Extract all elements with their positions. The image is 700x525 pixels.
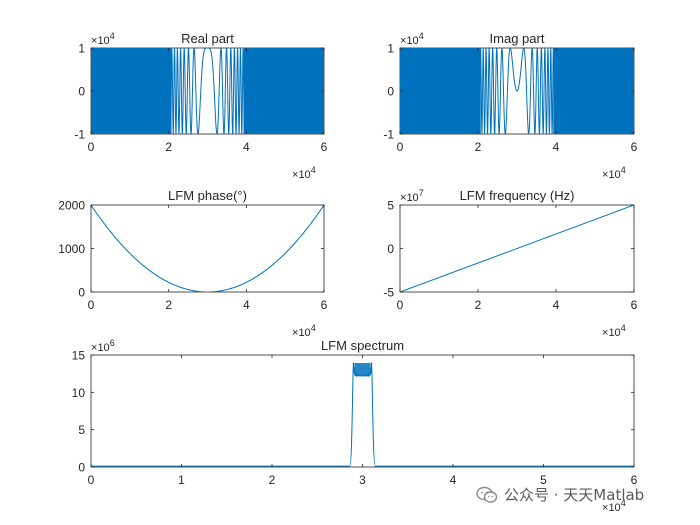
chart-title: LFM phase(°)	[168, 188, 247, 203]
band-left-imag	[400, 48, 481, 134]
ripple-band	[354, 362, 371, 376]
plot-lfm-spectrum: 0 1 2 3 4 5 6 0 5 10 15 LFM spectrum ×106 ×104	[72, 338, 638, 514]
y-tick-label: -5	[383, 286, 394, 300]
x-tick-label: 6	[631, 473, 638, 487]
band-right-real	[243, 48, 324, 134]
y-exponent-label: ×104	[91, 31, 115, 47]
watermark: 公众号 · 天天Matlab	[476, 484, 644, 505]
y-exponent-label: ×104	[400, 31, 424, 47]
x-tick-label: 0	[397, 298, 404, 312]
x-tick-label: 6	[631, 298, 638, 312]
series-imag	[400, 48, 634, 134]
y-tick-label: 10	[72, 386, 86, 400]
x-tick-label: 4	[553, 140, 560, 154]
wechat-icon	[476, 486, 498, 503]
x-tick-label: 6	[631, 140, 638, 154]
chart-title: Real part	[181, 31, 234, 46]
y-tick-label: -1	[383, 128, 394, 142]
x-tick-label: 2	[475, 140, 482, 154]
chart-title: LFM spectrum	[321, 338, 404, 353]
watermark-text: 公众号 · 天天Matlab	[504, 486, 645, 504]
x-tick-label: 0	[88, 140, 95, 154]
y-tick-label: 1000	[58, 242, 85, 256]
x-tick-label: 2	[269, 473, 276, 487]
x-exponent-label: ×104	[602, 323, 626, 339]
x-tick-label: 2	[165, 298, 172, 312]
y-tick-label: -1	[74, 128, 85, 142]
y-tick-label: 15	[72, 349, 86, 363]
y-tick-label: 5	[78, 423, 85, 437]
x-exponent-label: ×104	[292, 165, 316, 181]
series-freq	[400, 205, 634, 292]
series-real	[91, 48, 324, 134]
series-spectrum	[91, 362, 634, 467]
x-tick-label: 1	[178, 473, 185, 487]
x-tick-label: 4	[450, 473, 457, 487]
y-tick-label: 0	[387, 242, 394, 256]
x-tick-label: 6	[321, 140, 328, 154]
x-tick-label: 0	[88, 298, 95, 312]
y-tick-label: 0	[78, 85, 85, 99]
x-tick-label: 0	[88, 473, 95, 487]
y-tick-label: 0	[387, 85, 394, 99]
plot-lfm-phase: 0 2 4 6 0 1000 2000 LFM phase(°) ×104	[58, 188, 327, 339]
y-tick-label: 0	[78, 461, 85, 475]
y-tick-label: 0	[78, 286, 85, 300]
x-exponent-label: ×104	[602, 165, 626, 181]
x-tick-label: 5	[540, 473, 547, 487]
x-tick-label: 2	[475, 298, 482, 312]
series-phase	[91, 205, 324, 292]
x-tick-label: 3	[359, 473, 366, 487]
x-tick-label: 0	[397, 140, 404, 154]
x-tick-label: 4	[243, 140, 250, 154]
band-right-imag	[553, 48, 634, 134]
y-tick-label: 2000	[58, 199, 85, 213]
axes-box	[90, 204, 325, 293]
x-tick-label: 6	[321, 298, 328, 312]
y-exponent-label: ×107	[400, 188, 424, 204]
band-left-real	[91, 48, 172, 134]
x-tick-label: 4	[553, 298, 560, 312]
y-tick-label: 5	[387, 199, 394, 213]
chart-title: Imag part	[490, 31, 545, 46]
y-tick-label: 1	[78, 42, 85, 56]
line-freq	[400, 205, 634, 292]
x-exponent-label: ×104	[602, 498, 626, 514]
x-exponent-label: ×104	[292, 323, 316, 339]
x-tick-label: 2	[165, 140, 172, 154]
x-tick-label: 4	[243, 298, 250, 312]
y-exponent-label: ×106	[91, 338, 115, 354]
chart-title: LFM frequency (Hz)	[460, 188, 575, 203]
y-tick-label: 1	[387, 42, 394, 56]
line-phase	[91, 205, 324, 292]
